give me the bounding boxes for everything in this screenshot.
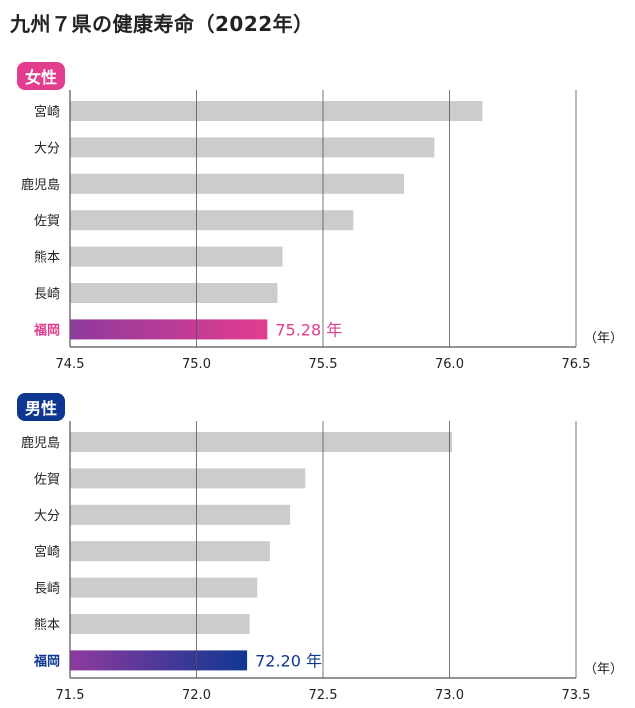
chart-title: 九州７県の健康寿命（2022年） — [10, 12, 314, 36]
category-label: 佐賀 — [34, 214, 60, 229]
bar-item — [70, 173, 404, 194]
bar-item — [70, 210, 354, 231]
bar-item — [70, 504, 291, 525]
tick-label: 72.5 — [309, 688, 338, 703]
tick-label: 71.5 — [56, 688, 85, 703]
category-label: 福岡 — [33, 322, 60, 338]
tick-label: 76.0 — [435, 357, 464, 372]
bar-item — [70, 541, 270, 562]
category-label: 鹿児島 — [21, 177, 60, 193]
highlight-value-label: 75.28 年 — [275, 320, 342, 339]
highlight-value-label: 72.20 年 — [255, 651, 322, 670]
bar-item — [70, 432, 453, 452]
bar-item — [70, 283, 278, 303]
bar-item — [70, 577, 258, 598]
bar-item — [70, 137, 435, 158]
tick-label: 72.0 — [182, 688, 211, 703]
tick-label: 74.5 — [56, 357, 85, 372]
bar-item — [70, 468, 306, 489]
bar-item — [70, 246, 283, 267]
category-label: 長崎 — [34, 287, 60, 302]
category-label: 鹿児島 — [21, 435, 60, 451]
unit-label: （年） — [584, 331, 623, 346]
category-label: 長崎 — [34, 582, 60, 597]
category-label: 大分 — [34, 509, 60, 524]
category-label: 熊本 — [34, 617, 60, 633]
category-label: 熊本 — [34, 250, 60, 266]
bar-highlight — [70, 319, 268, 340]
category-label: 福岡 — [33, 653, 60, 669]
bar-highlight — [70, 650, 248, 671]
bar-item — [70, 614, 250, 634]
tick-label: 75.5 — [309, 357, 338, 372]
tick-label: 73.0 — [435, 688, 464, 703]
male-badge: 男性 — [17, 393, 65, 421]
bar-item — [70, 101, 483, 121]
tick-label: 76.5 — [562, 357, 591, 372]
tick-label: 75.0 — [182, 357, 211, 372]
category-label: 佐賀 — [34, 472, 60, 487]
category-label: 宮崎 — [34, 544, 60, 560]
category-label: 宮崎 — [34, 104, 60, 120]
category-label: 大分 — [34, 141, 60, 156]
female-badge: 女性 — [17, 62, 65, 90]
unit-label: （年） — [584, 662, 623, 677]
tick-label: 73.5 — [562, 688, 591, 703]
